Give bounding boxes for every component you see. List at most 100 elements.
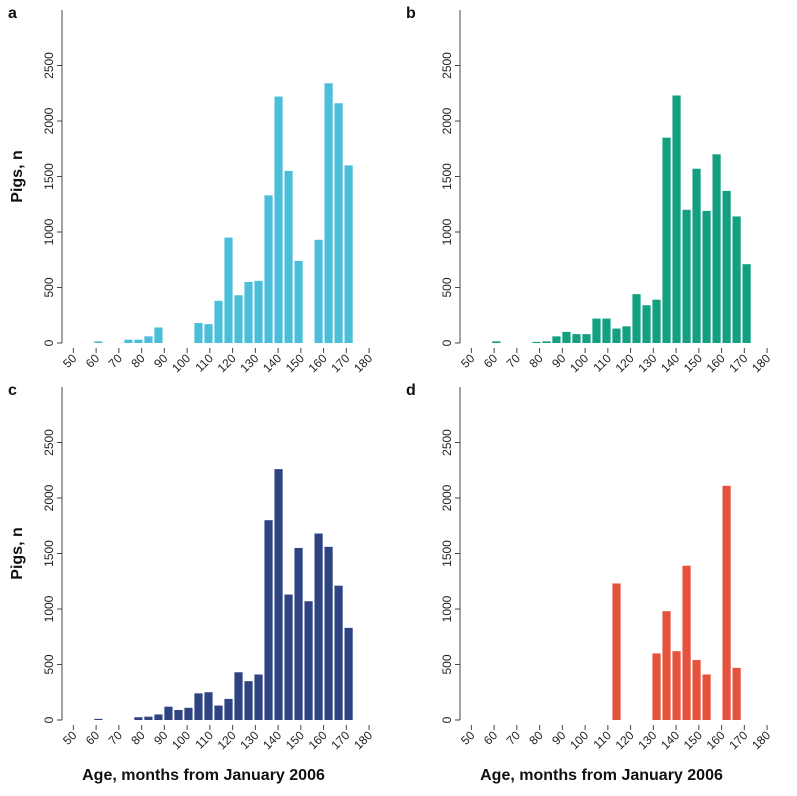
- bar: [662, 611, 671, 720]
- x-tick-label: 120: [613, 728, 637, 752]
- bar: [702, 210, 711, 343]
- x-tick-label: 170: [726, 728, 750, 752]
- x-tick-label: 90: [151, 728, 171, 748]
- x-tick-label: 60: [83, 351, 103, 371]
- y-tick-label: 500: [42, 654, 56, 674]
- bar: [284, 594, 293, 720]
- x-tick-label: 90: [549, 351, 569, 371]
- x-tick-label: 50: [60, 728, 80, 748]
- bar: [344, 627, 353, 720]
- bar: [304, 601, 313, 720]
- bar: [732, 667, 741, 720]
- bar: [134, 339, 143, 343]
- bar: [94, 341, 103, 343]
- bar: [144, 336, 153, 343]
- y-tick-label: 500: [440, 654, 454, 674]
- bar: [254, 674, 263, 720]
- x-tick-label: 160: [704, 728, 728, 752]
- bar: [274, 469, 283, 720]
- x-tick-label: 90: [549, 728, 569, 748]
- bar: [562, 331, 571, 343]
- x-tick-label: 130: [237, 728, 261, 752]
- x-tick-label: 150: [283, 351, 307, 375]
- panel-label: a: [8, 5, 17, 22]
- x-tick-label: 80: [526, 728, 546, 748]
- y-tick-label: 2000: [440, 484, 454, 511]
- y-tick-label: 1000: [42, 595, 56, 622]
- bar: [164, 706, 173, 720]
- x-tick-label: 100: [169, 728, 193, 752]
- bar: [622, 326, 631, 343]
- bar: [732, 216, 741, 343]
- x-tick-label: 100: [567, 351, 591, 375]
- bar: [612, 328, 621, 343]
- bar: [672, 95, 681, 343]
- y-tick-label: 500: [440, 277, 454, 297]
- bar: [324, 546, 333, 720]
- bar: [532, 341, 541, 343]
- bar: [612, 583, 621, 720]
- x-tick-label: 160: [306, 351, 330, 375]
- bar: [154, 714, 163, 720]
- bar: [652, 299, 661, 343]
- bar: [134, 717, 143, 720]
- x-tick-label: 180: [749, 351, 773, 375]
- x-tick-label: 90: [151, 351, 171, 371]
- bar: [144, 716, 153, 720]
- y-tick-label: 1000: [440, 595, 454, 622]
- bar: [214, 705, 223, 720]
- bar: [692, 168, 701, 343]
- x-tick-label: 120: [613, 351, 637, 375]
- x-tick-label: 170: [726, 351, 750, 375]
- x-tick-label: 160: [306, 728, 330, 752]
- bar: [334, 585, 343, 720]
- panel-label: c: [8, 382, 17, 399]
- bar: [722, 190, 731, 343]
- bar: [642, 305, 651, 343]
- y-tick-label: 1000: [42, 218, 56, 245]
- bar: [692, 660, 701, 720]
- bar: [652, 653, 661, 720]
- x-tick-label: 120: [215, 728, 239, 752]
- x-tick-label: 70: [106, 728, 126, 748]
- bar: [632, 294, 641, 343]
- bar: [602, 318, 611, 343]
- x-tick-label: 110: [591, 728, 615, 752]
- bar: [234, 295, 243, 343]
- x-tick-label: 150: [681, 728, 705, 752]
- bar: [552, 336, 561, 343]
- bar: [324, 83, 333, 343]
- x-tick-label: 180: [351, 351, 375, 375]
- bar: [214, 300, 223, 343]
- x-axis-label: Age, months from January 2006: [480, 767, 723, 784]
- bar: [234, 672, 243, 720]
- x-tick-label: 130: [635, 351, 659, 375]
- x-tick-label: 60: [83, 728, 103, 748]
- x-tick-label: 100: [567, 728, 591, 752]
- bar: [682, 209, 691, 343]
- x-tick-label: 170: [328, 351, 352, 375]
- bar: [204, 324, 213, 343]
- bar: [274, 96, 283, 343]
- x-tick-label: 140: [260, 728, 284, 752]
- bar: [224, 698, 233, 720]
- y-tick-label: 0: [42, 339, 56, 346]
- y-tick-label: 2000: [440, 107, 454, 134]
- x-tick-label: 80: [128, 351, 148, 371]
- x-tick-label: 100: [169, 351, 193, 375]
- y-tick-label: 1500: [42, 540, 56, 567]
- x-tick-label: 110: [193, 351, 217, 375]
- bar: [264, 520, 273, 720]
- y-tick-label: 2500: [42, 429, 56, 456]
- bar: [582, 334, 591, 343]
- bar: [492, 341, 501, 343]
- x-tick-label: 150: [681, 351, 705, 375]
- x-tick-label: 160: [704, 351, 728, 375]
- bar: [154, 327, 163, 343]
- bar: [264, 195, 273, 343]
- bar: [344, 165, 353, 343]
- x-tick-label: 80: [128, 728, 148, 748]
- y-tick-label: 2500: [440, 429, 454, 456]
- bar: [294, 547, 303, 720]
- y-tick-label: 1500: [42, 163, 56, 190]
